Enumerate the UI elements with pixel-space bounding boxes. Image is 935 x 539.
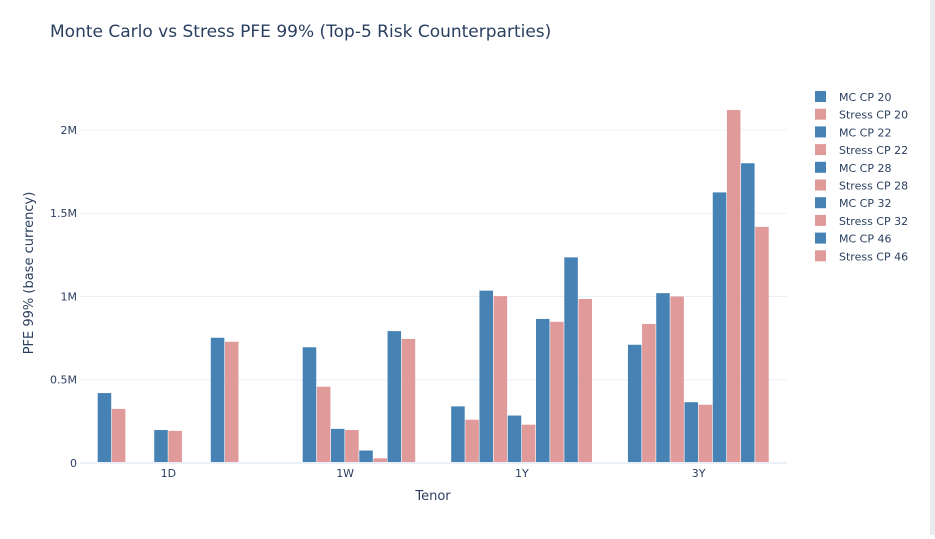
y-axis-title: PFE 99% (base currency) (22, 192, 37, 355)
legend-swatch (815, 161, 826, 173)
bar-stress-cp-46-1y[interactable] (578, 298, 592, 463)
bar-stress-cp-28-3y[interactable] (698, 404, 713, 463)
legend-swatch (815, 126, 826, 138)
legend-label: MC CP 46 (839, 233, 891, 246)
axes: 0 0.5M 1M 1.5M 2M 1D 1W 1Y 3Y (50, 124, 787, 480)
bar-stress-cp-20-1y[interactable] (465, 419, 479, 463)
bar-mc-cp-28-1d[interactable] (154, 430, 168, 463)
legend-swatch (815, 144, 826, 156)
bar-stress-cp-22-1w[interactable] (316, 386, 331, 463)
bar-mc-cp-28-3y[interactable] (684, 402, 699, 463)
legend-swatch (815, 197, 826, 209)
bar-stress-cp-32-1w[interactable] (373, 458, 387, 463)
bar-mc-cp-22-1w[interactable] (302, 347, 317, 463)
legend-label: MC CP 22 (839, 126, 891, 139)
legend-item[interactable]: MC CP 32 (815, 197, 891, 210)
bar-stress-cp-20-1d[interactable] (111, 408, 126, 463)
x-tick-label: 1Y (515, 467, 529, 480)
bar-mc-cp-32-1y[interactable] (536, 318, 550, 463)
y-tick-label: 2M (61, 124, 78, 137)
legend-label: Stress CP 32 (839, 215, 908, 228)
legend-swatch (815, 179, 826, 191)
legend-label: MC CP 28 (839, 162, 891, 175)
x-axis-title: Tenor (414, 489, 451, 504)
bar-mc-cp-46-1w[interactable] (387, 331, 402, 463)
bar-mc-cp-32-3y[interactable] (712, 192, 727, 464)
bar-stress-cp-20-3y[interactable] (642, 323, 656, 463)
bar-stress-cp-32-1y[interactable] (550, 321, 564, 463)
legend-item[interactable]: MC CP 22 (815, 126, 891, 139)
legend-item[interactable]: Stress CP 32 (815, 214, 908, 228)
bar-stress-cp-28-1y[interactable] (521, 424, 536, 463)
legend-swatch (815, 250, 826, 262)
bar-stress-cp-46-1d[interactable] (224, 341, 239, 463)
y-tick-label: 0 (70, 457, 77, 470)
legend-swatch (815, 214, 826, 226)
legend[interactable]: MC CP 20 Stress CP 20 MC CP 22 Stress CP 22… (815, 91, 908, 263)
legend-item[interactable]: Stress CP 28 (815, 179, 908, 193)
legend-label: Stress CP 46 (839, 250, 908, 263)
x-tick-label: 1W (336, 467, 354, 480)
bar-mc-cp-46-1d[interactable] (210, 337, 225, 463)
bar-stress-cp-22-1y[interactable] (493, 296, 508, 463)
bar-mc-cp-28-1y[interactable] (507, 415, 522, 463)
legend-swatch (815, 91, 826, 102)
bar-mc-cp-46-3y[interactable] (741, 163, 755, 463)
y-tick-label: 0.5M (50, 374, 77, 387)
legend-item[interactable]: MC CP 20 (815, 91, 891, 104)
legend-label: Stress CP 28 (839, 180, 908, 193)
bars (97, 109, 769, 464)
legend-swatch (815, 108, 826, 120)
bar-mc-cp-32-1w[interactable] (359, 450, 373, 463)
legend-item[interactable]: MC CP 28 (815, 161, 891, 175)
bar-stress-cp-46-3y[interactable] (755, 226, 769, 463)
bar-mc-cp-28-1w[interactable] (330, 428, 345, 463)
x-tick-label: 1D (161, 467, 176, 480)
legend-item[interactable]: Stress CP 20 (815, 108, 908, 122)
legend-swatch (815, 232, 826, 244)
bar-mc-cp-22-1y[interactable] (479, 290, 493, 463)
legend-label: MC CP 20 (839, 91, 891, 104)
bar-stress-cp-32-3y[interactable] (726, 109, 741, 464)
chart-title: Monte Carlo vs Stress PFE 99% (Top-5 Ris… (50, 22, 551, 42)
bar-mc-cp-20-1d[interactable] (97, 393, 112, 463)
bar-mc-cp-22-3y[interactable] (656, 293, 670, 463)
legend-label: Stress CP 20 (839, 109, 908, 122)
scrollbar-strip (930, 0, 935, 535)
legend-item[interactable]: Stress CP 22 (815, 144, 908, 157)
bar-stress-cp-28-1d[interactable] (168, 430, 182, 463)
y-tick-label: 1.5M (50, 207, 77, 220)
y-tick-label: 1M (61, 290, 78, 303)
bar-mc-cp-20-1y[interactable] (451, 406, 465, 463)
bar-stress-cp-22-3y[interactable] (670, 296, 684, 463)
bar-mc-cp-46-1y[interactable] (564, 257, 578, 463)
bar-stress-cp-46-1w[interactable] (401, 338, 416, 463)
bar-stress-cp-28-1w[interactable] (345, 430, 359, 463)
legend-label: MC CP 32 (839, 197, 891, 210)
legend-label: Stress CP 22 (839, 144, 908, 157)
bar-mc-cp-20-3y[interactable] (627, 344, 642, 463)
legend-item[interactable]: Stress CP 46 (815, 250, 908, 263)
legend-item[interactable]: MC CP 46 (815, 232, 891, 246)
x-tick-label: 3Y (692, 467, 706, 480)
